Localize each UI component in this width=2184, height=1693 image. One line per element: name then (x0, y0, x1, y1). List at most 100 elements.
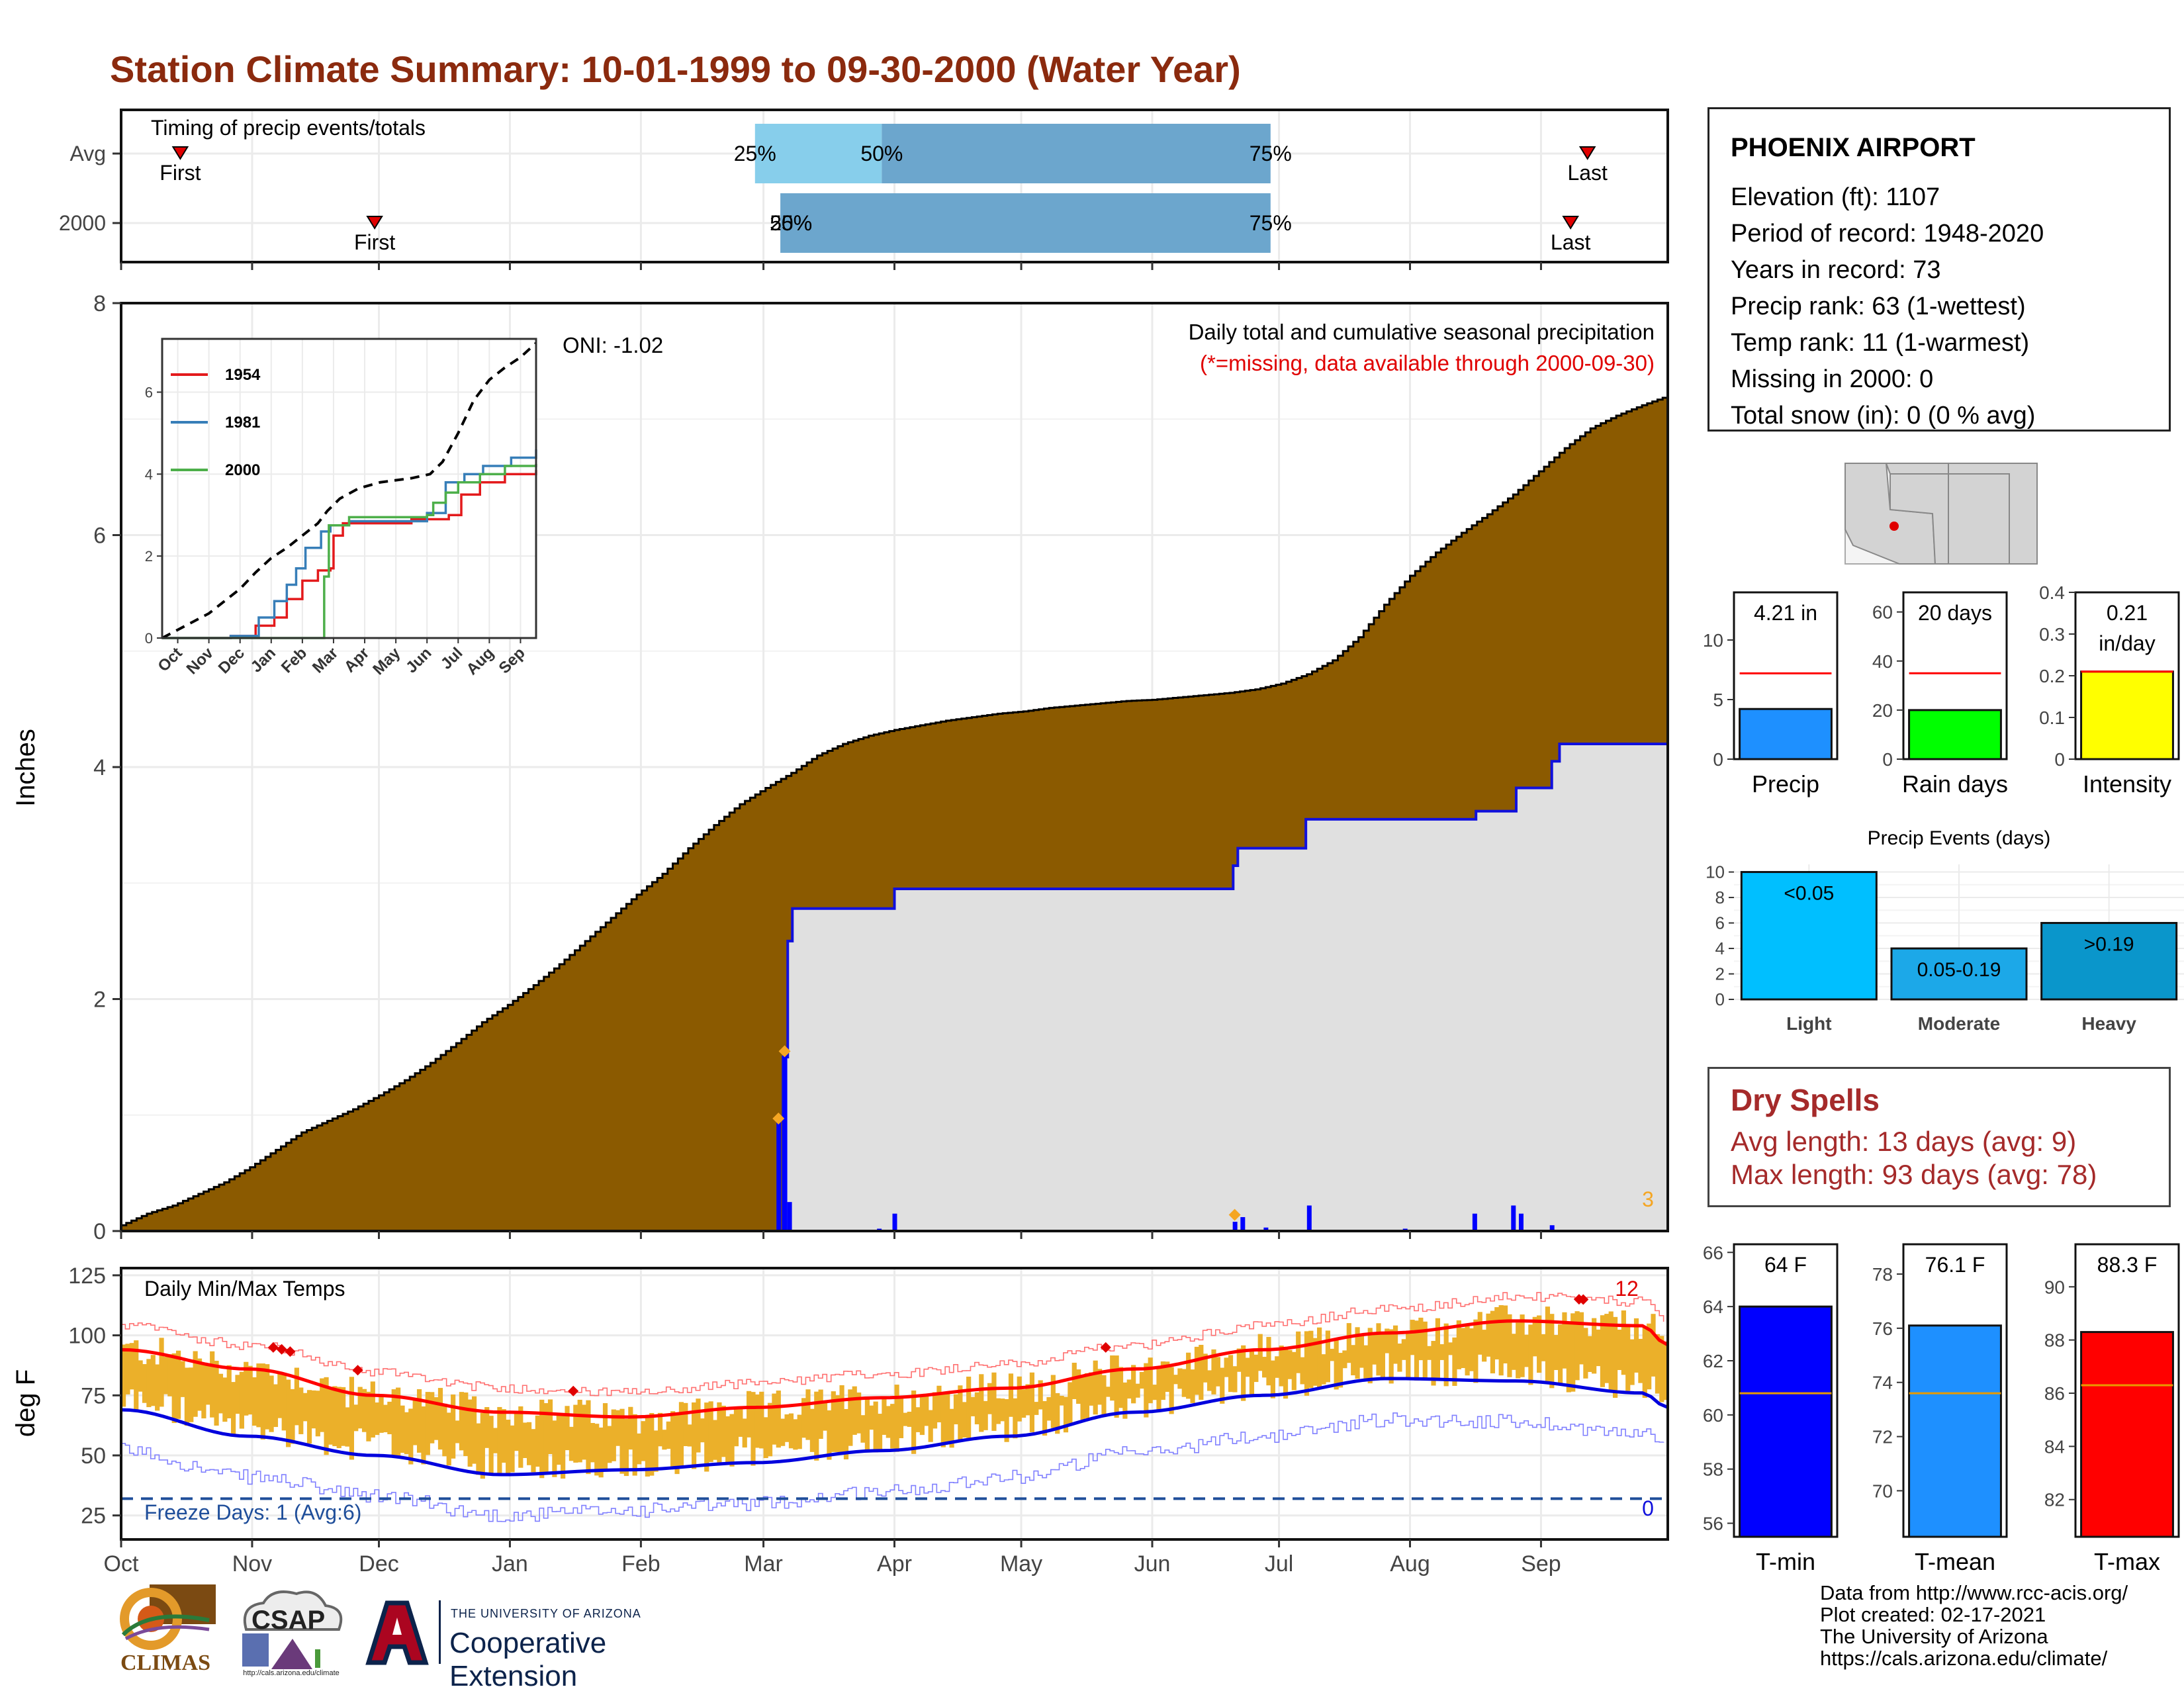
inset-legend-label: 1981 (225, 414, 260, 432)
footer-credits: Data from http://www.rcc-acis.org/ Plot … (1820, 1582, 2128, 1669)
daily-temp-bar (623, 1418, 629, 1477)
daily-temp-bar (1126, 1379, 1132, 1399)
summary-intensity_bar-value: in/day (2099, 631, 2155, 655)
daily-temp-bar (341, 1387, 346, 1446)
daily-temp-bar (518, 1406, 523, 1468)
daily-temp-bar (1287, 1350, 1293, 1379)
daily-temp-bar (1068, 1382, 1073, 1424)
daily-temp-bar (772, 1393, 777, 1445)
summary-tmax_bar-bar (2080, 1331, 2174, 1538)
daily-temp-bar (1452, 1337, 1457, 1386)
daily-temp-bar (809, 1408, 815, 1452)
daily-temp-bar (1199, 1344, 1204, 1400)
daily-temp-bar (962, 1402, 967, 1438)
daily-temp-bar (577, 1399, 582, 1463)
daily-temp-bar (1046, 1396, 1052, 1421)
daily-temp-bar (751, 1392, 756, 1466)
daily-temp-bar (919, 1396, 925, 1436)
summary-tmin_bar-value: 64 F (1764, 1253, 1807, 1277)
freeze-count: 0 (1642, 1496, 1654, 1520)
daily-temp-bar (404, 1412, 409, 1455)
summary-ytick-label: 0.3 (2039, 624, 2065, 645)
csap-logo[interactable]: CSAP http://cals.arizona.edu/climate (233, 1586, 349, 1681)
daily-temp-bar (915, 1407, 921, 1432)
precip-ytick-label: 6 (93, 524, 106, 549)
daily-temp-bar (1308, 1330, 1314, 1389)
daily-temp-bar (205, 1364, 210, 1405)
daily-temp-bar (1055, 1393, 1060, 1434)
daily-temp-bar (1574, 1311, 1580, 1381)
events-bar-moderate (1890, 947, 2028, 1001)
daily-temp-bar (1275, 1356, 1280, 1378)
precip-corner-count: 3 (1642, 1187, 1654, 1211)
station-snow: Total snow (in): 0 (0 % avg) (1731, 402, 2036, 430)
events-bar-label: <0.05 (1784, 883, 1834, 905)
daily-temp-bar (193, 1351, 198, 1417)
daily-temp-bar (366, 1391, 371, 1441)
daily-temp-bar (514, 1412, 520, 1451)
daily-temp-bar (1422, 1321, 1428, 1380)
timing-label-75: 75% (1250, 142, 1292, 165)
daily-temp-bar (535, 1415, 540, 1467)
daily-temp-bar (1228, 1355, 1234, 1393)
daily-temp-bar (1038, 1380, 1043, 1410)
summary-ytick-label: 62 (1703, 1351, 1723, 1371)
daily-temp-bar (1004, 1398, 1009, 1442)
daily-temp-bar (945, 1394, 950, 1444)
normal-min-line (120, 1377, 1668, 1477)
daily-temp-bar (974, 1392, 980, 1425)
timing-label-50: 50% (860, 142, 903, 165)
daily-temp-bar (1486, 1313, 1491, 1357)
record-high-marker (568, 1385, 579, 1396)
daily-temp-bar (121, 1344, 126, 1407)
daily-temp-bar (1097, 1369, 1103, 1405)
daily-temp-bar (666, 1421, 671, 1449)
daily-temp-bar (180, 1361, 185, 1397)
daily-temp-bar (1279, 1346, 1284, 1387)
summary-ytick-label: 86 (2044, 1383, 2065, 1404)
daily-temp-bar (1520, 1314, 1525, 1377)
month-label: Mar (744, 1551, 783, 1577)
daily-temp-bar (1177, 1368, 1183, 1389)
daily-temp-bar (708, 1401, 713, 1462)
daily-temp-bar (1498, 1305, 1504, 1376)
daily-temp-bar (1300, 1357, 1305, 1385)
daily-temp-bar (1638, 1338, 1643, 1383)
daily-temp-bar (214, 1361, 219, 1426)
daily-temp-bar (1541, 1334, 1546, 1361)
daily-temp-bar (1604, 1314, 1610, 1383)
daily-temp-bar (375, 1402, 380, 1436)
record-high-line (121, 1292, 1664, 1396)
daily-temp-bar (463, 1392, 469, 1457)
month-label: Dec (359, 1551, 398, 1577)
daily-temp-bar (637, 1433, 642, 1465)
daily-precip-bar (1232, 1221, 1238, 1231)
daily-temp-bar (1249, 1351, 1255, 1396)
daily-temp-bar (966, 1377, 972, 1438)
daily-temp-bar (1330, 1348, 1335, 1361)
daily-temp-bar (1507, 1314, 1512, 1377)
daily-temp-bar (991, 1372, 997, 1431)
summary-precip_bar-border (1733, 591, 1839, 760)
daily-temp-bar (1008, 1373, 1014, 1417)
dry-spells-heading: Dry Spells (1731, 1083, 1880, 1117)
daily-temp-bar (146, 1359, 152, 1408)
daily-temp-bar (784, 1414, 790, 1442)
daily-temp-bar (1050, 1375, 1056, 1428)
daily-temp-bar (805, 1389, 811, 1440)
daily-temp-bar (733, 1408, 739, 1447)
precip-ytick-label: 4 (93, 755, 106, 780)
climas-logo[interactable]: CLIMAS (110, 1582, 221, 1681)
daily-temp-bar (632, 1414, 637, 1476)
daily-precip-bar (776, 1121, 782, 1231)
normal-max-line (120, 1319, 1669, 1419)
daily-temp-bar (315, 1391, 320, 1437)
summary-ytick-label: 40 (1872, 651, 1893, 672)
daily-temp-bar (1211, 1349, 1216, 1395)
daily-temp-bar (932, 1392, 938, 1429)
month-label: Apr (877, 1551, 912, 1577)
summary-ytick-label: 0.4 (2039, 582, 2065, 603)
daily-temp-bar (1596, 1329, 1601, 1367)
daily-temp-bar (1511, 1334, 1516, 1370)
ua-cooperative-extension-logo[interactable]: THE UNIVERSITY OF ARIZONA Cooperative Ex… (361, 1596, 738, 1692)
